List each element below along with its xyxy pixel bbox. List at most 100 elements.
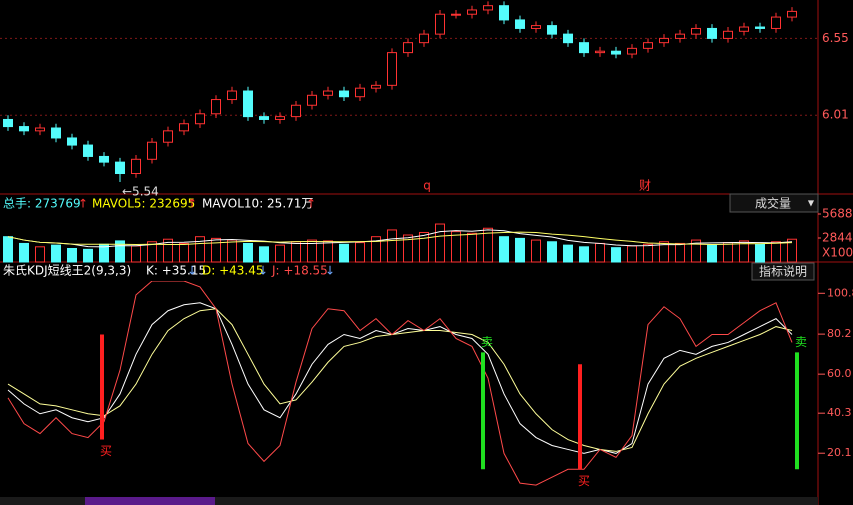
candle-body: [787, 10, 797, 18]
volume-bar: [579, 246, 589, 263]
candle-body: [515, 19, 525, 29]
candle-body: [147, 141, 157, 160]
volume-bar: [19, 242, 29, 263]
candle-body: [275, 116, 285, 120]
scroll-thumb[interactable]: [85, 497, 215, 505]
volume-bar: [419, 231, 429, 263]
y-tick-label: 6.01: [822, 108, 849, 122]
volume-bar: [355, 242, 365, 263]
arrow: ↓: [258, 264, 268, 278]
signal-label: 买: [100, 444, 112, 458]
kdj-line: [7, 302, 793, 454]
volume-bar: [291, 241, 301, 263]
volume-bar: [259, 246, 269, 263]
arrow: ↑: [187, 197, 197, 211]
candle-body: [451, 13, 461, 16]
volume-bar: [275, 244, 285, 263]
volume-bar: [467, 232, 477, 263]
kdj-line: [7, 308, 793, 452]
volume-bar: [435, 223, 445, 263]
candle-body: [771, 16, 781, 29]
volume-bar: [3, 236, 13, 263]
volume-bar: [739, 240, 749, 263]
scroll-bar[interactable]: [0, 497, 818, 505]
candle-body: [259, 116, 269, 120]
candle-body: [371, 84, 381, 89]
candle-body: [627, 47, 637, 55]
kdj-line: [7, 281, 793, 486]
volume-bar: [83, 248, 93, 263]
candle-body: [19, 126, 29, 132]
volume-bar: [659, 241, 669, 263]
candle-body: [419, 33, 429, 44]
candle-body: [547, 25, 557, 35]
volume-bar: [771, 241, 781, 263]
volume-bar: [179, 242, 189, 263]
menu-label[interactable]: 成交量: [755, 196, 791, 211]
candle-body: [579, 42, 589, 54]
candle-body: [211, 99, 221, 115]
candle-body: [659, 37, 669, 44]
menu-button[interactable]: [729, 193, 819, 213]
candle-body: [435, 13, 445, 35]
indicator-title: 朱氏KDJ短线王2(9,3,3): [3, 264, 131, 278]
candle-body: [227, 90, 237, 101]
volume-bar: [515, 237, 525, 263]
volume-bar: [307, 239, 317, 263]
volume-bar: [115, 240, 125, 263]
candle-body: [307, 94, 317, 106]
candle-body: [195, 113, 205, 125]
volume-bar: [547, 241, 557, 263]
legend-k: K: +35.15: [146, 264, 206, 278]
help-button[interactable]: [751, 262, 815, 281]
candle-body: [387, 52, 397, 86]
candle-body: [691, 27, 701, 35]
unit-label: X100: [822, 246, 853, 260]
candle-body: [291, 104, 301, 118]
y-tick-label: 40.3: [827, 406, 852, 419]
legend-mavol5: MAVOL5: 232695: [92, 197, 195, 211]
volume-bar: [211, 237, 221, 263]
candle-body: [99, 155, 109, 163]
candle-body: [3, 118, 13, 128]
volume-bar: [483, 227, 493, 263]
candle-body: [707, 27, 717, 39]
signal-label: 卖: [795, 335, 807, 349]
volume-bar: [723, 242, 733, 263]
marker: q: [423, 179, 431, 193]
candle-body: [755, 26, 765, 29]
volume-bar: [499, 236, 509, 263]
legend-j: J: +18.55: [271, 264, 328, 278]
candle-body: [675, 33, 685, 39]
volume-bar: [163, 238, 173, 263]
legend-mavol10: MAVOL10: 25.71万: [202, 197, 313, 211]
annotation: ←5.54: [122, 185, 159, 199]
y-tick-label: 20.1: [827, 446, 852, 459]
candle-body: [483, 5, 493, 11]
candle-body: [499, 5, 509, 21]
ma-line: [7, 231, 793, 246]
candle-body: [339, 90, 349, 98]
candle-body: [531, 25, 541, 29]
y-tick-label: 100.8: [827, 286, 853, 299]
candle-body: [595, 50, 605, 54]
y-tick-label: 80.2: [827, 327, 852, 340]
menu-arrow[interactable]: ▼: [808, 199, 815, 208]
candle-body: [51, 127, 61, 139]
signal-label: 买: [578, 474, 590, 488]
candle-body: [115, 161, 125, 175]
volume-bar: [339, 243, 349, 263]
volume-bar: [243, 242, 253, 263]
volume-bar: [323, 240, 333, 263]
candle-body: [131, 158, 141, 175]
volume-bar: [595, 242, 605, 263]
volume-bar: [371, 236, 381, 263]
signal-label: 卖: [481, 335, 493, 349]
volume-bar: [387, 229, 397, 263]
help-label[interactable]: 指标说明: [759, 264, 807, 279]
volume-bar: [403, 234, 413, 263]
volume-bar: [531, 239, 541, 263]
candle-body: [563, 33, 573, 44]
volume-bar: [707, 244, 717, 263]
